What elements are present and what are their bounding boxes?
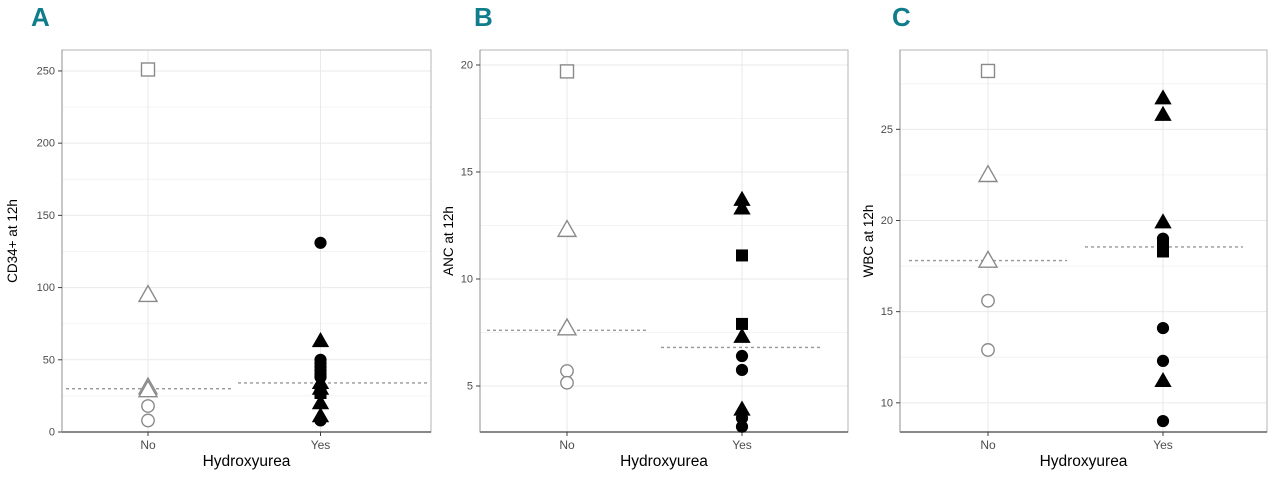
x-tick-label: Yes — [311, 438, 331, 452]
data-point-circle — [1156, 321, 1170, 335]
y-tick-label: 250 — [37, 65, 55, 77]
data-point-circle — [1156, 414, 1170, 428]
data-point-circle — [314, 414, 327, 427]
y-axis-title: CD34+ at 12h — [5, 199, 20, 283]
y-tick-label: 150 — [37, 210, 55, 222]
data-point-circle — [314, 236, 327, 249]
data-point-circle — [981, 293, 995, 308]
x-tick-label: Yes — [732, 438, 752, 452]
panel-border — [899, 49, 1268, 433]
panel-c: 10 15 20 25 No Yes Hydroxyurea WBC at 12h — [861, 49, 1268, 470]
x-tick-label: No — [980, 438, 996, 452]
y-tick-label: 15 — [881, 306, 893, 318]
data-point-square — [980, 63, 996, 79]
y-axis-title: ANC at 12h — [441, 206, 456, 276]
y-tick-label: 20 — [461, 59, 473, 71]
data-point-square — [559, 64, 575, 79]
panel-b: 5 10 15 20 No Yes Hydroxyurea ANC at 12h — [441, 49, 849, 470]
data-point-triangle — [733, 327, 751, 343]
data-point-circle — [735, 349, 749, 363]
data-point-triangle — [977, 164, 999, 183]
data-point-circle — [141, 399, 155, 413]
y-tick-label: 5 — [467, 380, 473, 392]
x-axis-title: Hydroxyurea — [1040, 453, 1128, 470]
data-point-triangle — [1154, 89, 1172, 105]
y-tick-label: 10 — [881, 397, 893, 409]
x-tick-label: Yes — [1153, 438, 1173, 452]
data-point-triangle — [137, 379, 159, 398]
data-point-triangle — [137, 284, 159, 303]
data-point-triangle — [1154, 371, 1172, 388]
data-point-triangle — [977, 249, 999, 268]
y-axis-title: WBC at 12h — [861, 205, 876, 278]
x-axis-title: Hydroxyurea — [620, 453, 708, 470]
panel-a: 0 50 100 150 200 250 No Yes Hydroxyurea CD34+ at … — [5, 49, 432, 470]
data-point-circle — [735, 420, 749, 433]
y-tick-label: 15 — [461, 166, 473, 178]
data-point-triangle — [1154, 105, 1172, 121]
data-point-triangle — [556, 219, 578, 238]
panel-border — [479, 49, 849, 433]
data-point-circle — [1156, 354, 1170, 367]
data-point-square — [736, 249, 748, 262]
y-tick-label: 25 — [881, 124, 893, 136]
data-point-circle — [735, 363, 749, 377]
data-point-circle — [560, 375, 574, 390]
y-tick-label: 200 — [37, 138, 55, 150]
data-point-circle — [141, 413, 155, 428]
x-tick-label: No — [559, 438, 575, 452]
data-point-circle — [981, 343, 995, 357]
y-tick-label: 50 — [43, 354, 55, 366]
panel-letter-c: C — [892, 2, 911, 32]
data-point-triangle — [1154, 213, 1172, 229]
data-point-square — [140, 62, 156, 77]
data-point-square — [1157, 245, 1169, 258]
panel-letter-b: B — [474, 2, 493, 32]
data-point-triangle — [733, 199, 751, 215]
y-tick-label: 0 — [49, 427, 55, 439]
data-point-circle — [560, 364, 574, 378]
data-point-triangle — [556, 317, 578, 336]
y-tick-label: 10 — [461, 273, 473, 285]
y-tick-label: 20 — [881, 215, 893, 227]
data-point-triangle — [311, 332, 330, 348]
panel-letter-a: A — [31, 2, 50, 32]
x-axis-title: Hydroxyurea — [203, 453, 291, 470]
y-tick-label: 100 — [37, 282, 55, 294]
x-tick-label: No — [140, 438, 156, 452]
